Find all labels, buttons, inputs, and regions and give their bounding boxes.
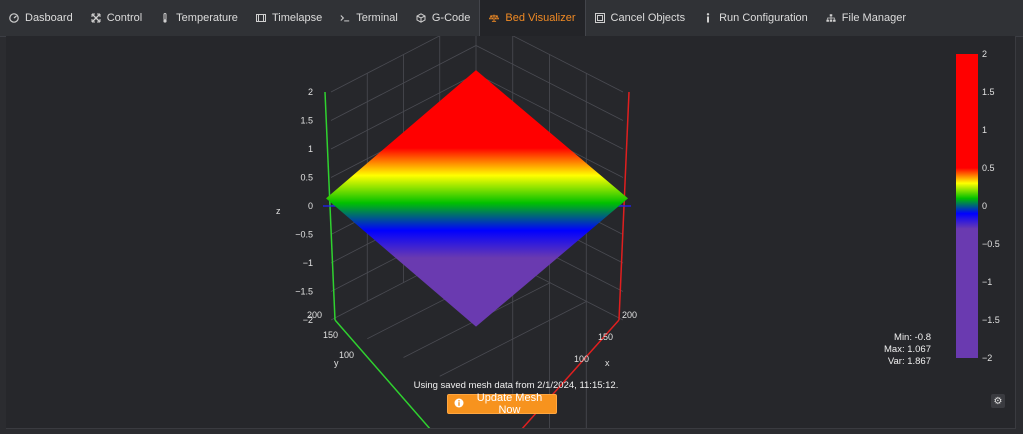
floor-grid-line [439, 300, 587, 377]
z-tick-label: 1.5 [300, 116, 313, 126]
terminal-icon [340, 13, 350, 23]
tab-dashboard[interactable]: Dasboard [0, 0, 82, 36]
tab-bed-visualizer[interactable]: Bed Visualizer [479, 0, 586, 36]
control-icon [91, 13, 101, 23]
stat-min: Min: -0.8 [894, 332, 931, 343]
info-icon [703, 13, 713, 23]
gear-icon: ⚙ [993, 395, 1003, 407]
z-tick-label: −2 [303, 315, 313, 325]
colorbar-ticks: 2 1.5 1 0.5 0 −0.5 −1 −1.5 −2 [982, 49, 1000, 363]
info-circle-icon [454, 398, 464, 411]
tab-temperature[interactable]: Temperature [151, 0, 247, 36]
colorbar-tick-label: −1 [982, 277, 992, 287]
tab-label: Timelapse [271, 12, 323, 24]
colorbar-tick-label: 1 [982, 125, 987, 135]
tab-timelapse[interactable]: Timelapse [247, 0, 331, 36]
tab-label: Dasboard [25, 12, 73, 24]
x-tick-label: 200 [622, 310, 637, 320]
stat-var: Var: 1.867 [887, 356, 931, 367]
z-tick-label: 2 [308, 87, 313, 97]
x-tick-label: 150 [598, 332, 613, 342]
settings-gear-button[interactable]: ⚙ [991, 394, 1005, 408]
tab-label: G-Code [431, 12, 471, 24]
film-icon [255, 13, 266, 23]
tab-label: Control [106, 12, 143, 24]
z-tick-label: −1.5 [295, 287, 313, 297]
y-axis-line [334, 319, 431, 428]
update-mesh-label: Update Mesh Now [476, 392, 543, 416]
stat-max: Max: 1.067 [884, 344, 931, 355]
colorbar-tick-label: 2 [982, 49, 987, 59]
balance-scale-icon [489, 13, 500, 23]
tab-label: Run Configuration [719, 12, 808, 24]
tab-cancel-objects[interactable]: Cancel Objects [586, 0, 695, 36]
colorbar-tick-label: 0.5 [982, 163, 995, 173]
mesh-surface [326, 70, 628, 327]
tab-label: Cancel Objects [610, 12, 686, 24]
x-axis-label: x [605, 358, 610, 368]
cancel-objects-icon [594, 13, 605, 23]
tab-run-configuration[interactable]: Run Configuration [694, 0, 817, 36]
grid-line [330, 36, 624, 93]
z-tick-label: 0 [308, 201, 313, 211]
colorbar-tick-label: −1.5 [982, 315, 1000, 325]
y-tick-label: 150 [323, 330, 338, 340]
colorbar-tick-label: −0.5 [982, 239, 1000, 249]
y-axis-label: y [334, 358, 339, 368]
z-tick-label: −1 [303, 258, 313, 268]
z-tick-label: 1 [308, 144, 313, 154]
sitemap-icon [826, 13, 836, 23]
tab-file-manager[interactable]: File Manager [817, 0, 915, 36]
tab-gcode[interactable]: G-Code [407, 0, 480, 36]
colorbar-tick-label: 1.5 [982, 87, 995, 97]
mesh-stats: Min: -0.8 Max: 1.067 Var: 1.867 [861, 332, 931, 368]
colorbar-tick-label: −2 [982, 353, 992, 363]
z-tick-label: −0.5 [295, 230, 313, 240]
saved-mesh-notice: Using saved mesh data from 2/1/2024, 11:… [413, 380, 619, 391]
tab-label: Bed Visualizer [505, 12, 576, 24]
x-tick-label: 100 [574, 354, 589, 364]
tab-terminal[interactable]: Terminal [331, 0, 407, 36]
bed-visualizer-panel: 2 1.5 1 0.5 0 −0.5 −1 −1.5 −2 200 150 100 200 150 10… [6, 36, 1016, 429]
thermometer-icon [160, 13, 170, 23]
colorbar-tick-label: 0 [982, 201, 987, 211]
z-tick-label: 0.5 [300, 173, 313, 183]
cube-icon [416, 13, 426, 23]
tab-label: File Manager [841, 12, 906, 24]
z-axis-ticks: 2 1.5 1 0.5 0 −0.5 −1 −1.5 −2 [295, 87, 313, 325]
update-mesh-button[interactable]: Update Mesh Now [447, 392, 557, 416]
tab-bar: Dasboard Control Temperature Timelapse T… [0, 0, 1023, 37]
y-tick-label: 200 [307, 310, 322, 320]
y-tick-label: 100 [339, 350, 354, 360]
x-axis-ticks: 200 150 100 [574, 310, 637, 364]
z-axis-label: z [276, 206, 281, 216]
tab-label: Terminal [356, 12, 398, 24]
tab-label: Temperature [176, 12, 238, 24]
colorbar [956, 54, 978, 358]
dashboard-icon [9, 13, 19, 23]
tab-control[interactable]: Control [82, 0, 151, 36]
